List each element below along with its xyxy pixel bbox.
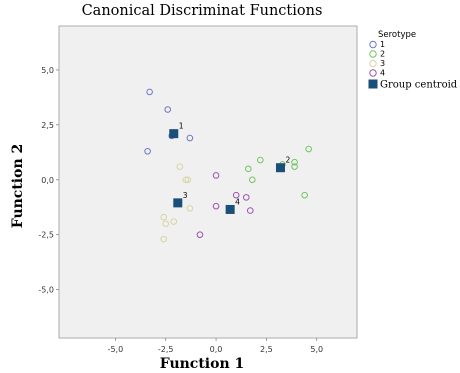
y-tick-label: 2,5 (41, 121, 54, 130)
series-3-point (176, 163, 184, 170)
series-3-point (182, 176, 190, 184)
y-tick-label: -2,5 (38, 231, 54, 240)
y-tick-label: -5,0 (38, 286, 54, 295)
legend-label-centroid: Group centroid (380, 80, 458, 91)
y-tick-label: 0,0 (41, 176, 54, 185)
centroid-2-marker (275, 163, 285, 173)
series-4-point (246, 207, 254, 214)
series-3-point (184, 176, 192, 184)
centroid-label: 1 (179, 122, 184, 131)
series-1-point (164, 106, 172, 113)
series-3-point (160, 213, 168, 221)
series-4-point (196, 231, 204, 239)
legend-title: Serotype (378, 30, 416, 40)
legend-marker-series-3 (369, 59, 377, 68)
y-tick-label: 5,0 (41, 66, 54, 75)
centroid-4-marker (225, 204, 235, 214)
centroid-label: 2 (285, 156, 290, 165)
series-1-point (186, 134, 194, 142)
plot-area (58, 25, 358, 339)
x-tick-label: -2,5 (158, 345, 174, 354)
series-2-point (244, 165, 252, 173)
series-1-point (144, 147, 151, 155)
legend-label-series-4: 4 (380, 69, 385, 78)
series-2-point (301, 191, 308, 199)
series-4-point (242, 194, 250, 201)
series-2-point (291, 163, 298, 170)
series-3-point (170, 218, 178, 225)
x-axis-ticks: -5,0 -2,5 0,0 2,5 5,0 (108, 338, 323, 354)
series-2-point (291, 158, 298, 166)
x-axis-label: Function 1 (160, 356, 245, 372)
series-3-point (186, 205, 194, 212)
x-tick-label: -5,0 (108, 345, 124, 354)
series-4-point (232, 191, 240, 199)
legend-label-series-1: 1 (380, 40, 385, 49)
legend-marker-centroid (368, 79, 378, 89)
centroid-label: 4 (235, 197, 240, 206)
y-axis-label: Function 2 (10, 144, 26, 229)
legend-marker-series-4 (369, 69, 377, 77)
centroid-3-marker (173, 198, 183, 208)
series-2-point (248, 176, 256, 184)
centroid-label: 3 (183, 191, 188, 200)
legend-marker-series-1 (369, 40, 377, 49)
x-tick-label: 0,0 (210, 345, 223, 354)
legend-marker-series-2 (369, 50, 377, 58)
group-centroids: 1 2 3 4 (169, 122, 290, 214)
legend-label-series-3: 3 (380, 59, 385, 68)
series-1-point (146, 88, 153, 96)
x-tick-label: 2,5 (260, 345, 273, 354)
series-2-point (305, 145, 312, 153)
legend-label-series-2: 2 (380, 50, 385, 59)
centroid-1-marker (169, 129, 179, 139)
series-3-point (160, 235, 168, 243)
series-2-point (257, 156, 264, 164)
x-tick-label: 5,0 (310, 345, 323, 354)
series-3-point (162, 220, 170, 228)
series-4-point (212, 172, 220, 179)
y-axis-ticks: -5,0 -2,5 0,0 2,5 5,0 (38, 66, 59, 295)
chart-title: Canonical Discriminat Functions (82, 3, 323, 19)
series-4-point (212, 202, 220, 210)
